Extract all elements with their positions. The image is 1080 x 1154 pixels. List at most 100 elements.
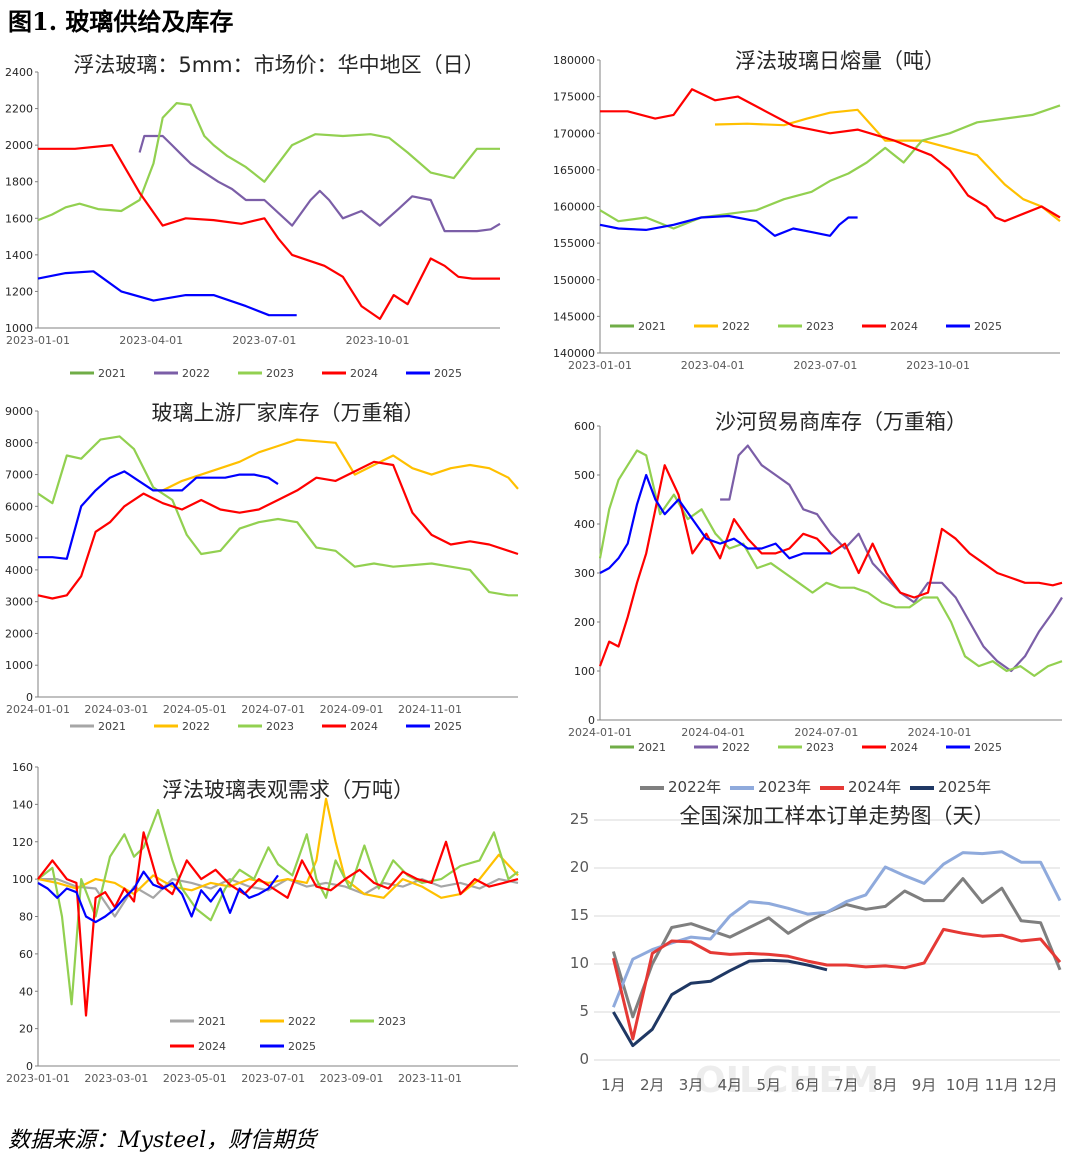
series-line (37, 101, 500, 222)
series-line (714, 108, 1061, 223)
chart-title: 玻璃上游厂家库存（万重箱） (152, 401, 425, 425)
series-line (162, 438, 519, 492)
x-tick-label: 2023-09-01 (320, 1072, 384, 1085)
x-tick-label: 2023-05-01 (163, 1072, 227, 1085)
x-tick-label: 2023-04-01 (119, 334, 183, 347)
chart-price: 1000 1200 1400 1600 1800 2000 2200 2400 2023-01-… (0, 40, 540, 390)
y-tick-label: 1800 (5, 176, 33, 189)
x-tick-label: 2024-07-01 (794, 726, 858, 739)
y-tick-label: 1600 (5, 212, 33, 225)
y-tick-label: 3000 (5, 596, 33, 609)
y-tick-label: 2000 (5, 627, 33, 640)
x-tick-label: 10月 (946, 1076, 980, 1094)
series-line (598, 449, 1063, 677)
series-line (138, 134, 501, 233)
series-line (612, 958, 828, 1048)
x-tick-label: 12月 (1024, 1076, 1058, 1094)
y-tick-label: 80 (19, 911, 33, 924)
x-tick-label: 11月 (985, 1076, 1019, 1094)
chart-title: 浮法玻璃表观需求（万吨） (162, 778, 414, 802)
y-tick-label: 165000 (553, 164, 595, 177)
series-line (599, 473, 831, 574)
y-tick-label: 160 (12, 761, 33, 774)
chart-factory-inventory: 0 1000 2000 3000 4000 5000 6000 7000 8000 9000 202… (0, 395, 540, 745)
x-tick-label: 2024-04-01 (681, 726, 745, 739)
y-tick-label: 20 (19, 1023, 33, 1036)
legend-label: 2021 (98, 367, 126, 380)
y-tick-label: 25 (570, 810, 589, 828)
chart-shahe-inventory: 0 100 200 300 400 500 600 2024-01-01 2024-04-01 2… (540, 400, 1080, 760)
legend-label: 2022 (182, 367, 210, 380)
legend-label: 2022 (722, 741, 750, 754)
y-tick-label: 1000 (5, 659, 33, 672)
x-tick-label: 2024-09-01 (320, 703, 384, 716)
chart-title: 沙河贸易商库存（万重箱） (715, 410, 967, 434)
y-tick-label: 1000 (5, 322, 33, 335)
legend-label: 2021 (98, 720, 126, 733)
chart-title: 全国深加工样本订单走势图（天） (680, 804, 995, 828)
y-tick-label: 5000 (5, 532, 33, 545)
x-tick-label: 2024-03-01 (84, 703, 148, 716)
data-source: 数据来源：Mysteel，财信期货 (8, 1128, 317, 1153)
y-tick-label: 8000 (5, 437, 33, 450)
x-tick-label: 2023-07-01 (232, 334, 296, 347)
y-tick-label: 155000 (553, 237, 595, 250)
series-line (38, 470, 279, 560)
series-line (611, 927, 1062, 1041)
x-tick-label: 2月 (640, 1076, 665, 1094)
y-tick-label: 150000 (553, 274, 595, 287)
chart-svg: 0 1000 2000 3000 4000 5000 6000 7000 8000 9000 202… (5, 401, 519, 733)
y-tick-label: 600 (574, 420, 595, 433)
y-tick-label: 180000 (553, 54, 595, 67)
legend-label: 2024 (350, 367, 378, 380)
legend-label: 2023 (266, 720, 294, 733)
x-tick-label: 2024-11-01 (398, 703, 462, 716)
x-tick-label: 7月 (834, 1076, 859, 1094)
chart-svg: 0 5 10 15 20 25 1月 2月 3月 4月 5月 6月 7月 8月 9月 10月 11月 12月 OIL… (570, 778, 1062, 1101)
y-tick-label: 1200 (5, 285, 33, 298)
x-tick-label: 2024-10-01 (908, 726, 972, 739)
legend-label: 2021 (638, 320, 666, 333)
x-tick-label: 2023-01-01 (6, 1072, 70, 1085)
x-tick-label: 1月 (601, 1076, 626, 1094)
x-tick-label: 4月 (718, 1076, 743, 1094)
y-tick-label: 100 (12, 873, 33, 886)
x-tick-label: 2024-01-01 (6, 703, 70, 716)
x-tick-label: 6月 (795, 1076, 820, 1094)
figure-title: 图1. 玻璃供给及库存 (8, 7, 234, 36)
series-line (37, 435, 518, 597)
legend-label: 2024 (890, 320, 918, 333)
series-line (38, 143, 500, 320)
x-tick-label: 2023-11-01 (398, 1072, 462, 1085)
y-tick-label: 160000 (553, 201, 595, 214)
x-tick-label: 2023-03-01 (84, 1072, 148, 1085)
legend-label: 2025 (974, 320, 1002, 333)
legend-label: 2022年 (668, 778, 721, 796)
x-tick-label: 2024-05-01 (163, 703, 227, 716)
y-tick-label: 2200 (5, 103, 33, 116)
legend-label: 2021 (198, 1015, 226, 1028)
series-line (598, 464, 1063, 667)
chart-apparent-demand: 0 20 40 60 80 100 120 140 160 2023-01-01 2023-03-0… (0, 755, 540, 1100)
x-tick-label: 5月 (756, 1076, 781, 1094)
y-tick-label: 140 (12, 798, 33, 811)
y-tick-label: 6000 (5, 500, 33, 513)
y-tick-label: 1400 (5, 249, 33, 262)
legend-label: 2021 (638, 741, 666, 754)
legend-label: 2022 (722, 320, 750, 333)
chart-svg: 1000 1200 1400 1600 1800 2000 2200 2400 2023-01-… (5, 53, 501, 380)
chart-svg: 0 20 40 60 80 100 120 140 160 2023-01-01 2023-03-0… (6, 761, 519, 1085)
legend-label: 2023 (378, 1015, 406, 1028)
y-tick-label: 2000 (5, 139, 33, 152)
chart-svg: 140000 145000 150000 155000 160000 165000 1700… (553, 49, 1061, 372)
y-tick-label: 20 (570, 858, 589, 876)
legend-label: 2022 (182, 720, 210, 733)
legend-label: 2024 (890, 741, 918, 754)
series-line (612, 850, 1062, 1008)
series-line (37, 270, 297, 317)
legend-label: 2023 (806, 741, 834, 754)
legend-label: 2023年 (758, 778, 811, 796)
y-tick-label: 60 (19, 948, 33, 961)
legend-label: 2025年 (938, 778, 991, 796)
legend-label: 2024 (198, 1040, 226, 1053)
